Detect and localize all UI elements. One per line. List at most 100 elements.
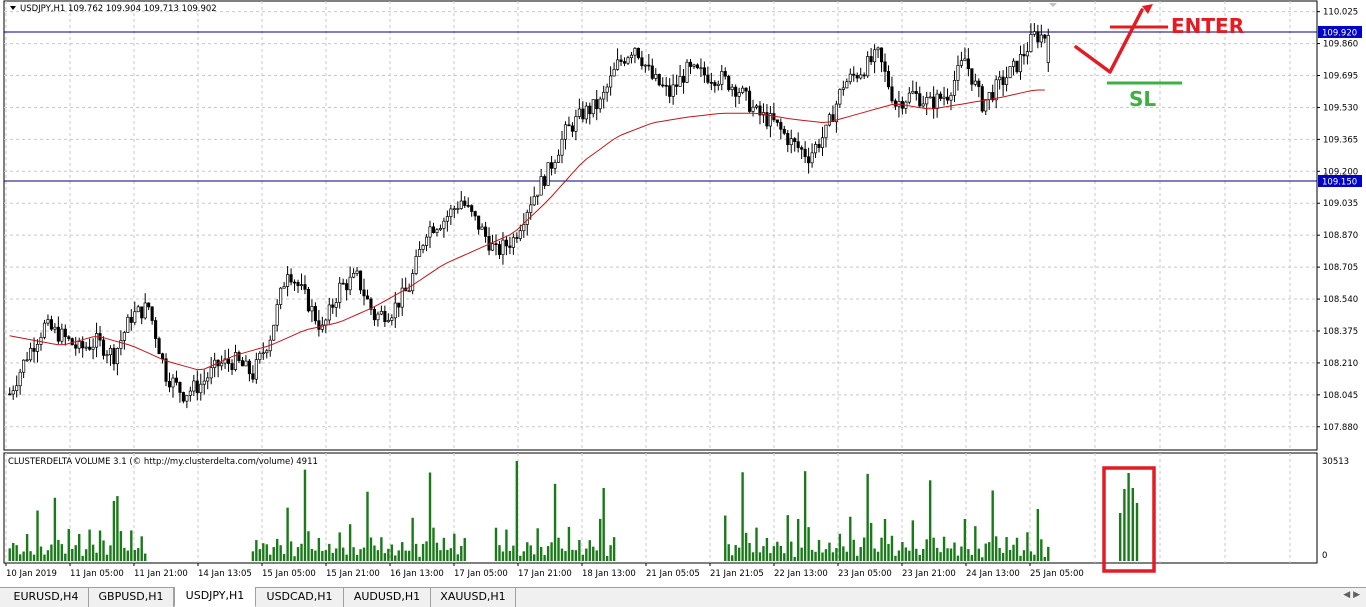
x-tick-label: 23 Jan 21:00 xyxy=(902,569,956,579)
candle-body xyxy=(136,306,140,313)
volume-bar xyxy=(887,543,890,561)
volume-bar xyxy=(265,544,268,561)
volume-bar xyxy=(369,537,373,561)
candle-body xyxy=(119,340,123,349)
x-tick-label: 16 Jan 13:00 xyxy=(390,569,444,579)
candle-body xyxy=(365,295,370,300)
volume-bar xyxy=(901,542,904,561)
candle-body xyxy=(230,363,234,370)
volume-bar xyxy=(12,542,15,561)
candle-body xyxy=(754,105,759,108)
price-axis: 110.025 109.860 109.695 109.530 109.365 109.2… xyxy=(1317,8,1358,433)
volume-bar xyxy=(553,483,557,561)
candle-body xyxy=(532,195,536,206)
volume-bar xyxy=(963,519,967,561)
tab-scroll-arrows-icon[interactable]: ◀ ▶ xyxy=(1343,590,1360,600)
volume-bar xyxy=(78,533,81,561)
candle-body xyxy=(286,274,290,287)
volume-bar xyxy=(1047,546,1050,561)
volume-bar xyxy=(1015,537,1019,561)
volume-bar xyxy=(1026,532,1029,561)
candle-body xyxy=(796,141,800,148)
y-tick-label: 107.880 xyxy=(1323,423,1358,433)
volume-bar xyxy=(442,537,446,561)
volume-bar xyxy=(18,554,22,561)
enter-arrowhead-icon xyxy=(1142,4,1153,14)
volume-bar xyxy=(91,544,95,561)
candle-body xyxy=(345,283,349,291)
shift-marker-icon[interactable] xyxy=(1049,3,1057,7)
volume-bar xyxy=(453,533,456,561)
candle-body xyxy=(53,326,57,330)
volume-bar xyxy=(915,548,918,561)
volume-bar xyxy=(974,526,977,561)
volume-bar xyxy=(1012,544,1015,561)
volume-highlight-box xyxy=(1102,466,1156,573)
volume-bar xyxy=(74,545,77,561)
candle-body xyxy=(869,56,873,63)
tab-xauusd-h1[interactable]: XAUUSD,H1 xyxy=(431,588,516,607)
candle-body xyxy=(668,85,672,97)
candle-body xyxy=(195,380,199,394)
candle-body xyxy=(699,67,703,70)
volume-bar xyxy=(303,469,307,561)
volume-bar xyxy=(119,531,123,561)
candle-body xyxy=(956,65,960,81)
volume-bar xyxy=(36,510,39,561)
horizontal-lines[interactable]: 109.920 109.150 xyxy=(4,25,1362,188)
volume-bar xyxy=(956,555,960,561)
candle-body xyxy=(369,298,373,310)
volume-bar xyxy=(810,549,814,561)
volume-bar xyxy=(852,539,855,561)
volume-bar xyxy=(397,550,400,561)
candle-body xyxy=(949,94,953,101)
candle-body xyxy=(838,89,842,105)
tab-gbpusd-h1[interactable]: GBPUSD,H1 xyxy=(89,588,174,607)
volume-bar xyxy=(727,544,730,561)
candle-body xyxy=(883,61,887,72)
volume-bar xyxy=(300,543,303,561)
volume-bar xyxy=(262,543,265,561)
candle-body xyxy=(654,74,658,79)
volume-bar xyxy=(981,557,984,561)
candle-body xyxy=(421,245,425,250)
tab-audusd-h1[interactable]: AUDUSD,H1 xyxy=(344,588,431,607)
candle-body xyxy=(372,309,376,321)
candle-body xyxy=(508,245,512,248)
candle-body xyxy=(834,103,838,123)
volume-bar xyxy=(314,550,317,561)
candle-body xyxy=(313,306,317,322)
candle-body xyxy=(299,284,304,286)
tab-usdcad-h1[interactable]: USDCAD,H1 xyxy=(256,588,344,607)
volume-bar xyxy=(71,548,74,561)
candle-body xyxy=(362,289,366,297)
volume-bar xyxy=(741,472,744,561)
candle-body xyxy=(765,112,769,127)
x-tick-label: 17 Jan 05:00 xyxy=(454,569,508,579)
volume-bar xyxy=(911,520,915,561)
candle-body xyxy=(692,64,696,67)
volume-bar xyxy=(1119,513,1122,561)
candle-body xyxy=(147,302,151,308)
candle-body xyxy=(702,67,706,76)
tab-usdjpy-h1[interactable]: USDJPY,H1 xyxy=(174,587,256,607)
candle-body xyxy=(973,80,977,85)
volume-bar xyxy=(251,551,255,561)
candle-body xyxy=(987,92,991,100)
chevron-down-icon[interactable] xyxy=(10,6,16,10)
candle-body xyxy=(254,359,258,380)
chart-window[interactable]: 109.920 109.150 110.025 109.860 109.695 109.… xyxy=(0,0,1366,587)
volume-bar xyxy=(29,551,32,561)
tab-eurusd-h4[interactable]: EURUSD,H4 xyxy=(4,588,89,607)
candle-body xyxy=(352,273,356,278)
volume-bar xyxy=(335,548,338,561)
volume-bar xyxy=(418,556,421,561)
candle-body xyxy=(279,287,283,305)
candle-body xyxy=(452,208,456,211)
volume-bar xyxy=(790,541,793,561)
volume-bar xyxy=(880,537,883,561)
volume-bar xyxy=(737,547,741,561)
candle-body xyxy=(348,276,352,291)
volume-bar xyxy=(289,541,293,561)
